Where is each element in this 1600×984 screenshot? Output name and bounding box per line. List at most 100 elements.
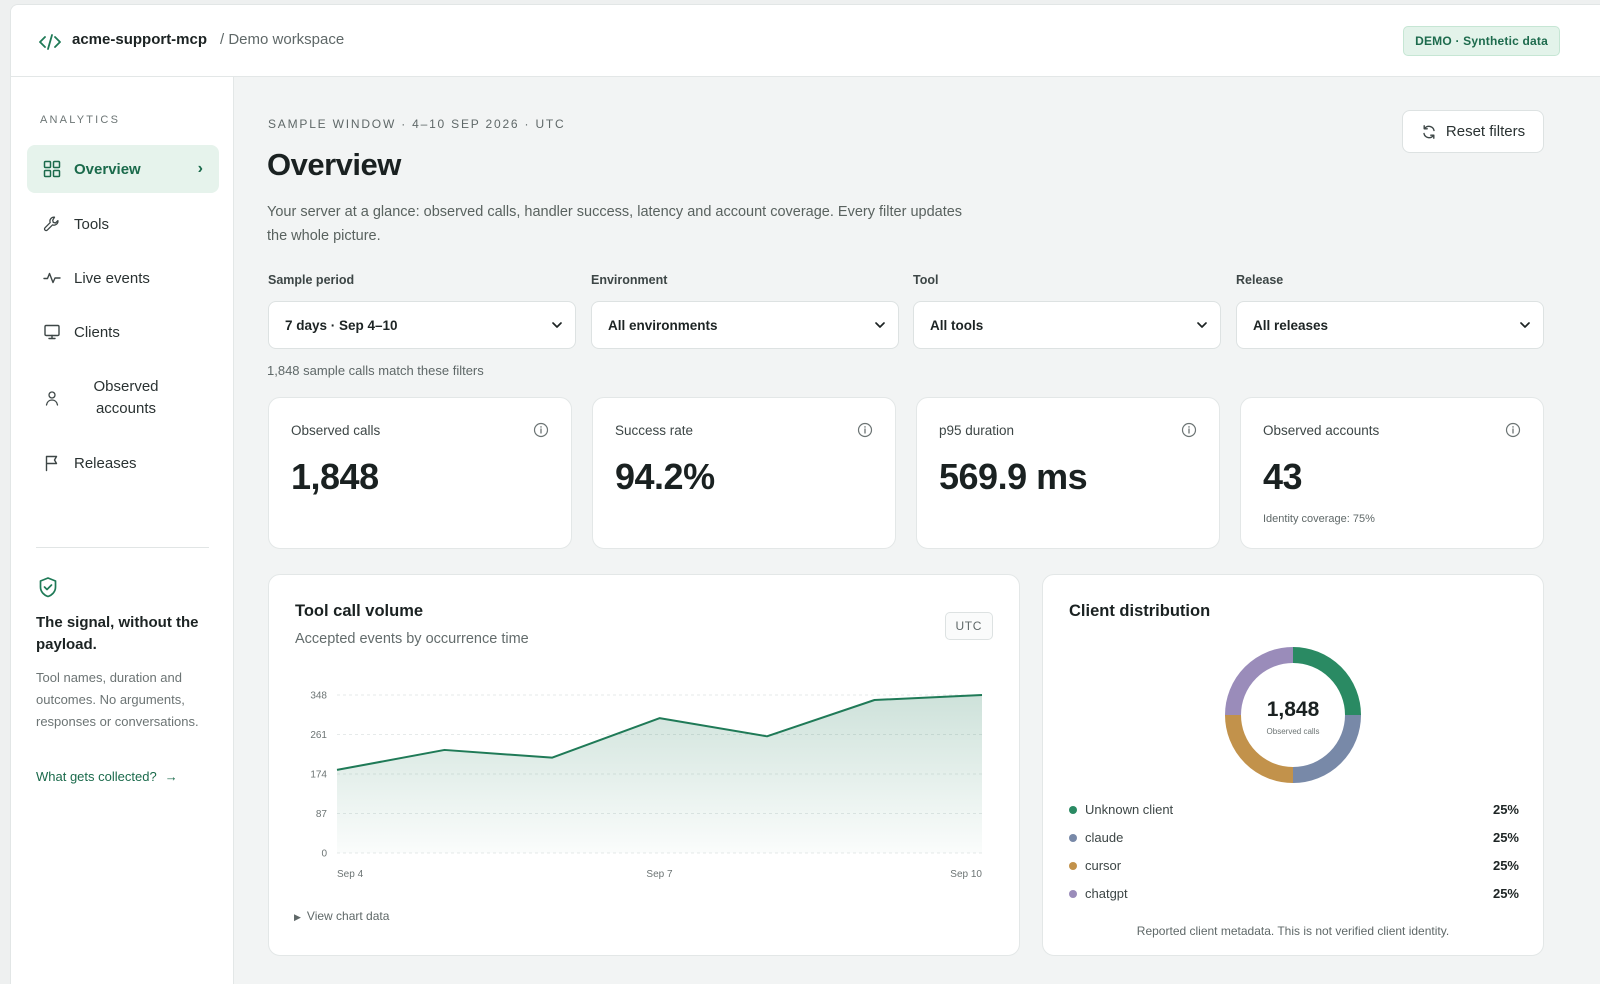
grid-icon: [43, 160, 61, 178]
legend-item: Unknown client 25%: [1069, 800, 1519, 820]
environment-select[interactable]: All environments: [591, 301, 899, 349]
sidebar-item-observed-accounts[interactable]: Observed accounts: [27, 367, 219, 429]
filter-sample-period: Sample period 7 days · Sep 4–10: [268, 273, 576, 349]
select-value: All environments: [608, 317, 718, 333]
y-tick-label: 174: [310, 770, 327, 781]
donut-center-value: 1,848: [1267, 698, 1320, 721]
refresh-icon: [1423, 124, 1435, 139]
sidebar-item-overview[interactable]: Overview ›: [27, 145, 219, 193]
what-gets-collected-link[interactable]: What gets collected? →: [36, 769, 178, 784]
sidebar-item-label: Overview: [74, 160, 141, 178]
flag-icon: [45, 455, 58, 472]
distribution-note: Reported client metadata. This is not ve…: [1136, 924, 1450, 938]
reset-filters-button[interactable]: Reset filters: [1402, 110, 1544, 153]
match-count: 1,848 sample calls match these filters: [267, 363, 484, 378]
donut-center-label: Observed calls: [1267, 727, 1320, 736]
legend-label: claude: [1085, 830, 1124, 845]
timezone-chip: UTC: [944, 612, 993, 640]
legend-dot: [1069, 862, 1077, 870]
legend-dot: [1069, 890, 1077, 898]
sidebar-item-clients[interactable]: Clients: [27, 308, 219, 356]
kpi-label: Success rate: [615, 423, 694, 438]
client-distribution-card: Client distribution 1,848 Observed calls …: [1042, 574, 1544, 956]
legend-label: chatgpt: [1085, 886, 1128, 901]
y-tick-label: 87: [316, 809, 328, 820]
kpi-label: p95 duration: [939, 423, 1015, 438]
legend-percent: 25%: [1492, 802, 1519, 817]
top-bar: acme-support-mcp / Demo workspace DEMO ·…: [11, 5, 1600, 77]
app-name[interactable]: acme-support-mcp: [72, 31, 208, 48]
privacy-text: Tool names, duration and outcomes. No ar…: [36, 670, 199, 729]
view-chart-data-label: View chart data: [306, 909, 390, 923]
kpi-card-observed-calls: Observed calls 1,848: [268, 397, 572, 549]
filter-release: Release All releases: [1236, 273, 1544, 349]
filter-label: Release: [1236, 273, 1284, 287]
monitor-icon: [44, 324, 60, 340]
filter-tool: Tool All tools: [913, 273, 1221, 349]
info-icon[interactable]: [857, 422, 873, 438]
code-icon: [39, 34, 61, 50]
info-icon[interactable]: [1181, 422, 1197, 438]
legend-item: cursor 25%: [1069, 856, 1519, 876]
chevron-right-icon: ›: [197, 160, 203, 177]
arrow-right-icon: →: [164, 769, 178, 784]
kpi-card-success-rate: Success rate 94.2%: [592, 397, 896, 549]
filter-environment: Environment All environments: [591, 273, 899, 349]
y-tick-label: 261: [310, 730, 327, 741]
legend-percent: 25%: [1492, 858, 1519, 873]
sidebar-item-label: Observed accounts: [93, 378, 159, 417]
legend-percent: 25%: [1492, 886, 1519, 901]
kpi-card-observed-accounts: Observed accounts 43 Identity coverage: …: [1240, 397, 1544, 549]
kpi-value: 569.9 ms: [939, 456, 1088, 497]
sidebar-item-label: Clients: [74, 323, 120, 341]
area-fill: [337, 695, 982, 853]
sidebar-divider: [36, 547, 209, 548]
kpi-value: 94.2%: [615, 456, 715, 497]
tool-call-volume-card: Tool call volume Accepted events by occu…: [268, 574, 1020, 956]
sample-window: SAMPLE WINDOW · 4–10 SEP 2026 · UTC: [268, 117, 566, 131]
donut-slice-chatgpt: [1225, 647, 1294, 716]
card-title: Client distribution: [1069, 602, 1211, 620]
privacy-title: The signal, without the payload.: [36, 614, 199, 653]
filter-label: Tool: [913, 273, 939, 287]
identity-coverage: Identity coverage: 75%: [1263, 513, 1375, 525]
volume-area-chart: 0 87 174 261 348 Sep 4 Sep 7 Sep 10: [310, 691, 982, 881]
donut-slice-unknown-client: [1292, 647, 1361, 716]
page-description: Your server at a glance: observed calls,…: [267, 204, 963, 244]
sidebar-item-releases[interactable]: Releases: [27, 439, 219, 487]
sidebar-item-tools[interactable]: Tools: [27, 200, 219, 248]
filter-label: Environment: [591, 273, 668, 287]
link-label: What gets collected?: [36, 769, 157, 784]
kpi-value: 1,848: [291, 456, 379, 497]
activity-icon: [43, 272, 61, 284]
chevron-down-icon: [552, 322, 562, 328]
sample-period-select[interactable]: 7 days · Sep 4–10: [268, 301, 576, 349]
sidebar-heading: ANALYTICS: [40, 114, 121, 126]
x-tick-label: Sep 4: [337, 869, 364, 880]
info-icon[interactable]: [1505, 422, 1521, 438]
wrench-icon: [43, 216, 59, 232]
y-tick-label: 0: [321, 849, 327, 860]
select-value: All releases: [1253, 317, 1329, 333]
view-chart-data-toggle[interactable]: ▶ View chart data: [294, 909, 389, 923]
app-window: acme-support-mcp / Demo workspace DEMO ·…: [10, 4, 1600, 984]
kpi-label: Observed accounts: [1263, 423, 1380, 438]
donut-slice-claude: [1292, 714, 1361, 783]
demo-badge: DEMO · Synthetic data: [1403, 26, 1560, 56]
select-value: 7 days · Sep 4–10: [285, 317, 398, 333]
donut-slice-cursor: [1225, 714, 1294, 783]
shield-check-icon: [39, 577, 57, 598]
x-tick-label: Sep 10: [950, 869, 982, 880]
select-value: All tools: [930, 317, 984, 333]
card-title: Tool call volume: [295, 602, 424, 620]
workspace-breadcrumb[interactable]: / Demo workspace: [220, 31, 345, 48]
kpi-card-p95-duration: p95 duration 569.9 ms: [916, 397, 1220, 549]
info-icon[interactable]: [533, 422, 549, 438]
sidebar-item-live-events[interactable]: Live events: [27, 254, 219, 302]
chevron-down-icon: [1520, 322, 1530, 328]
filter-label: Sample period: [268, 273, 355, 287]
card-subtitle: Accepted events by occurrence time: [295, 631, 529, 647]
tool-select[interactable]: All tools: [913, 301, 1221, 349]
sidebar-item-label: Tools: [74, 215, 110, 233]
release-select[interactable]: All releases: [1236, 301, 1544, 349]
